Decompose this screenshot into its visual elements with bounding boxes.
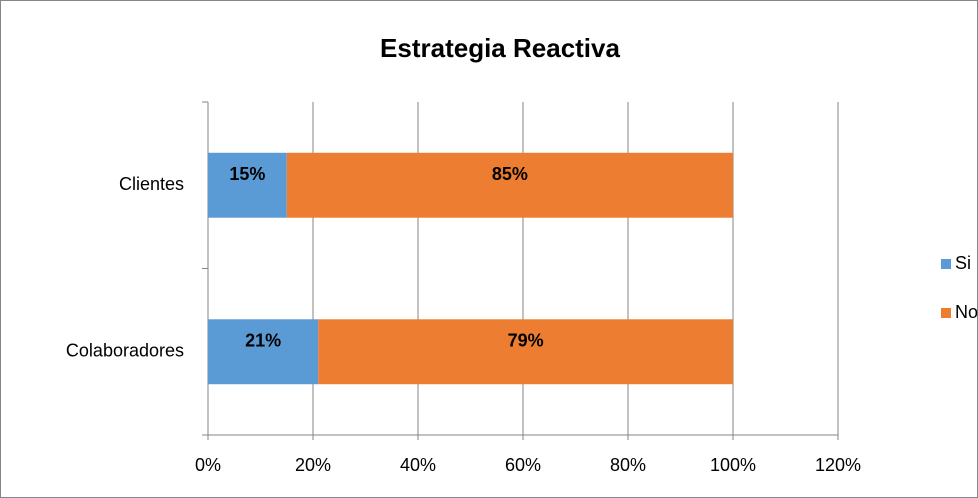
x-tick-label: 80%: [610, 455, 646, 475]
bar-segment: [208, 319, 319, 385]
x-tick-label: 40%: [400, 455, 436, 475]
value-label: 15%: [229, 164, 265, 184]
value-label: 79%: [508, 331, 544, 351]
y-tick-label: Colaboradores: [66, 341, 184, 361]
value-label: 85%: [492, 164, 528, 184]
x-tick-label: 100%: [710, 455, 756, 475]
legend-swatch: [941, 308, 951, 318]
y-tick-label: Clientes: [119, 174, 184, 194]
bar-segment: [318, 319, 733, 385]
legend-label: Si: [955, 253, 971, 273]
x-tick-label: 120%: [815, 455, 861, 475]
legend-label: No: [955, 302, 978, 322]
x-tick-label: 60%: [505, 455, 541, 475]
bar-segment: [286, 152, 733, 218]
chart-title: Estrategia Reactiva: [380, 33, 620, 63]
value-label: 21%: [245, 331, 281, 351]
bar-segment: [208, 152, 287, 218]
legend-swatch: [941, 259, 951, 269]
x-tick-label: 0%: [195, 455, 221, 475]
x-tick-label: 20%: [295, 455, 331, 475]
